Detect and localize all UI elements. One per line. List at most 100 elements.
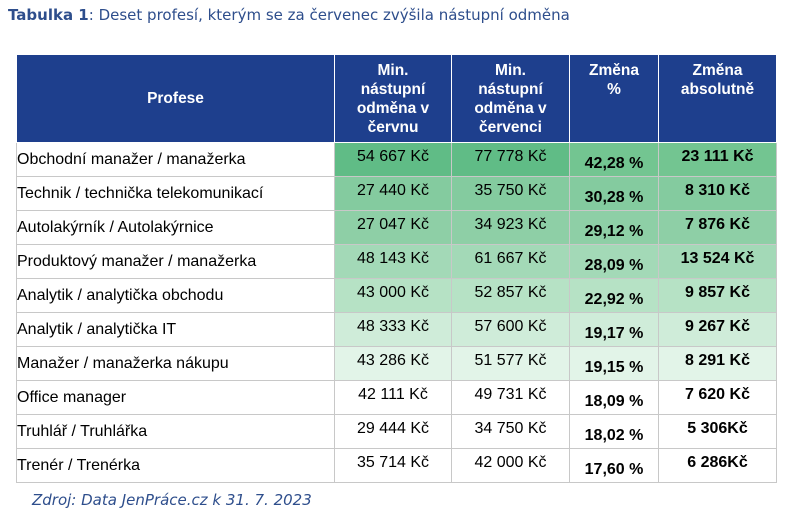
header-june-line: odměna v <box>356 100 430 117</box>
june-salary-cell: 48 143 Kč <box>334 244 452 279</box>
july-salary-cell-value: 49 731 Kč <box>474 385 547 403</box>
header-change-pct-line: Změna <box>589 62 639 79</box>
change-abs-cell: 13 524 Kč <box>658 244 777 279</box>
july-salary-cell: 51 577 Kč <box>451 346 570 381</box>
change-abs-cell: 5 306Kč <box>658 414 777 449</box>
june-salary-cell-value: 43 286 Kč <box>356 351 430 369</box>
june-salary-cell-value: 54 667 Kč <box>356 147 430 165</box>
change-abs-cell: 8 291 Kč <box>658 346 777 381</box>
change-pct-cell: 29,12 % <box>569 210 659 245</box>
july-salary-cell: 35 750 Kč <box>451 176 570 211</box>
table-body: Obchodní manažer / manažerka 54 667 Kč 77 … <box>16 142 777 483</box>
profession-cell: Analytik / analytička obchodu <box>16 278 335 313</box>
table-row: Truhlář / Truhlářka 29 444 Kč 34 750 Kč 18,… <box>16 414 777 449</box>
july-salary-cell: 49 731 Kč <box>451 380 570 415</box>
table-row: Technik / technička telekomunikací 27 440… <box>16 176 777 211</box>
july-salary-cell: 42 000 Kč <box>451 448 570 483</box>
header-july-line: Min. <box>495 62 526 79</box>
july-salary-cell-value: 52 857 Kč <box>474 283 547 301</box>
change-pct-cell-value: 30,28 % <box>584 188 644 206</box>
change-pct-cell: 28,09 % <box>569 244 659 279</box>
change-abs-cell: 23 111 Kč <box>658 142 777 177</box>
caption-label: Tabulka 1 <box>8 6 89 24</box>
july-salary-cell-value: 57 600 Kč <box>474 317 547 335</box>
change-abs-cell-value: 23 111 Kč <box>681 147 754 165</box>
table-row: Obchodní manažer / manažerka 54 667 Kč 77 … <box>16 142 777 177</box>
salary-table: Profese Min. nástupní odměna v červnu Mi… <box>16 54 777 483</box>
change-pct-cell: 22,92 % <box>569 278 659 313</box>
june-salary-cell: 27 440 Kč <box>334 176 452 211</box>
july-salary-cell: 57 600 Kč <box>451 312 570 347</box>
header-change-abs: Změna absolutně <box>658 54 777 143</box>
change-abs-cell: 9 857 Kč <box>658 278 777 313</box>
june-salary-cell-value: 48 333 Kč <box>356 317 430 335</box>
change-abs-cell-value: 7 876 Kč <box>685 215 750 233</box>
table-row: Office manager 42 111 Kč 49 731 Kč 18,09 % 7… <box>16 380 777 415</box>
profession-cell: Trenér / Trenérka <box>16 448 335 483</box>
header-june-line: Min. <box>377 62 409 79</box>
june-salary-cell-value: 35 714 Kč <box>356 453 430 471</box>
profession-cell: Truhlář / Truhlářka <box>16 414 335 449</box>
change-abs-cell-value: 5 306Kč <box>687 419 748 437</box>
header-june: Min. nástupní odměna v červnu <box>334 54 452 143</box>
change-abs-cell-value: 9 267 Kč <box>685 317 750 335</box>
july-salary-cell-value: 34 923 Kč <box>474 215 547 233</box>
june-salary-cell: 27 047 Kč <box>334 210 452 245</box>
change-pct-cell-value: 28,09 % <box>584 256 644 274</box>
change-pct-cell: 19,15 % <box>569 346 659 381</box>
july-salary-cell: 77 778 Kč <box>451 142 570 177</box>
change-pct-cell-value: 18,09 % <box>584 392 644 410</box>
change-pct-cell: 17,60 % <box>569 448 659 483</box>
june-salary-cell-value: 48 143 Kč <box>356 249 430 267</box>
june-salary-cell-value: 27 440 Kč <box>356 181 430 199</box>
change-abs-cell-value: 7 620 Kč <box>685 385 750 403</box>
change-abs-cell: 6 286Kč <box>658 448 777 483</box>
july-salary-cell-value: 35 750 Kč <box>474 181 547 199</box>
change-pct-cell-value: 19,15 % <box>584 358 644 376</box>
july-salary-cell-value: 61 667 Kč <box>474 249 547 267</box>
table-row: Manažer / manažerka nákupu 43 286 Kč 51 57… <box>16 346 777 381</box>
july-salary-cell: 61 667 Kč <box>451 244 570 279</box>
change-pct-cell-value: 17,60 % <box>584 460 644 478</box>
july-salary-cell: 52 857 Kč <box>451 278 570 313</box>
july-salary-cell-value: 42 000 Kč <box>474 453 547 471</box>
july-salary-cell-value: 77 778 Kč <box>474 147 547 165</box>
header-july-line: odměna v <box>474 100 547 117</box>
source-note: Zdroj: Data JenPráce.cz k 31. 7. 2023 <box>32 491 312 509</box>
june-salary-cell: 42 111 Kč <box>334 380 452 415</box>
header-change-pct: Změna % <box>569 54 659 143</box>
profession-cell: Manažer / manažerka nákupu <box>16 346 335 381</box>
change-pct-cell-value: 22,92 % <box>584 290 644 308</box>
header-row: Profese Min. nástupní odměna v červnu Mi… <box>16 54 777 143</box>
june-salary-cell: 35 714 Kč <box>334 448 452 483</box>
header-june-line: nástupní <box>360 81 426 98</box>
table-row: Analytik / analytička IT 48 333 Kč 57 600 … <box>16 312 777 347</box>
table-caption: Tabulka 1: Deset profesí, kterým se za č… <box>8 6 570 24</box>
change-abs-cell-value: 9 857 Kč <box>685 283 750 301</box>
july-salary-cell-value: 34 750 Kč <box>474 419 547 437</box>
change-pct-cell-value: 29,12 % <box>584 222 644 240</box>
change-abs-cell: 7 876 Kč <box>658 210 777 245</box>
july-salary-cell: 34 923 Kč <box>451 210 570 245</box>
change-abs-cell: 7 620 Kč <box>658 380 777 415</box>
july-salary-cell-value: 51 577 Kč <box>474 351 547 369</box>
caption-text: : Deset profesí, kterým se za červenec z… <box>88 6 570 24</box>
change-pct-cell: 42,28 % <box>569 142 659 177</box>
change-abs-cell: 9 267 Kč <box>658 312 777 347</box>
profession-cell: Autolakýrník / Autolakýrnice <box>16 210 335 245</box>
profession-cell: Technik / technička telekomunikací <box>16 176 335 211</box>
june-salary-cell-value: 42 111 Kč <box>358 385 428 403</box>
june-salary-cell: 48 333 Kč <box>334 312 452 347</box>
june-salary-cell: 43 286 Kč <box>334 346 452 381</box>
change-pct-cell: 30,28 % <box>569 176 659 211</box>
table-row: Produktový manažer / manažerka 48 143 Kč 6… <box>16 244 777 279</box>
header-june-line: červnu <box>367 119 419 136</box>
change-abs-cell-value: 6 286Kč <box>687 453 748 471</box>
change-pct-cell: 18,02 % <box>569 414 659 449</box>
change-pct-cell-value: 19,17 % <box>584 324 644 342</box>
change-abs-cell: 8 310 Kč <box>658 176 777 211</box>
table-row: Autolakýrník / Autolakýrnice 27 047 Kč 34 … <box>16 210 777 245</box>
change-abs-cell-value: 8 291 Kč <box>685 351 750 369</box>
june-salary-cell-value: 29 444 Kč <box>356 419 430 437</box>
june-salary-cell: 43 000 Kč <box>334 278 452 313</box>
